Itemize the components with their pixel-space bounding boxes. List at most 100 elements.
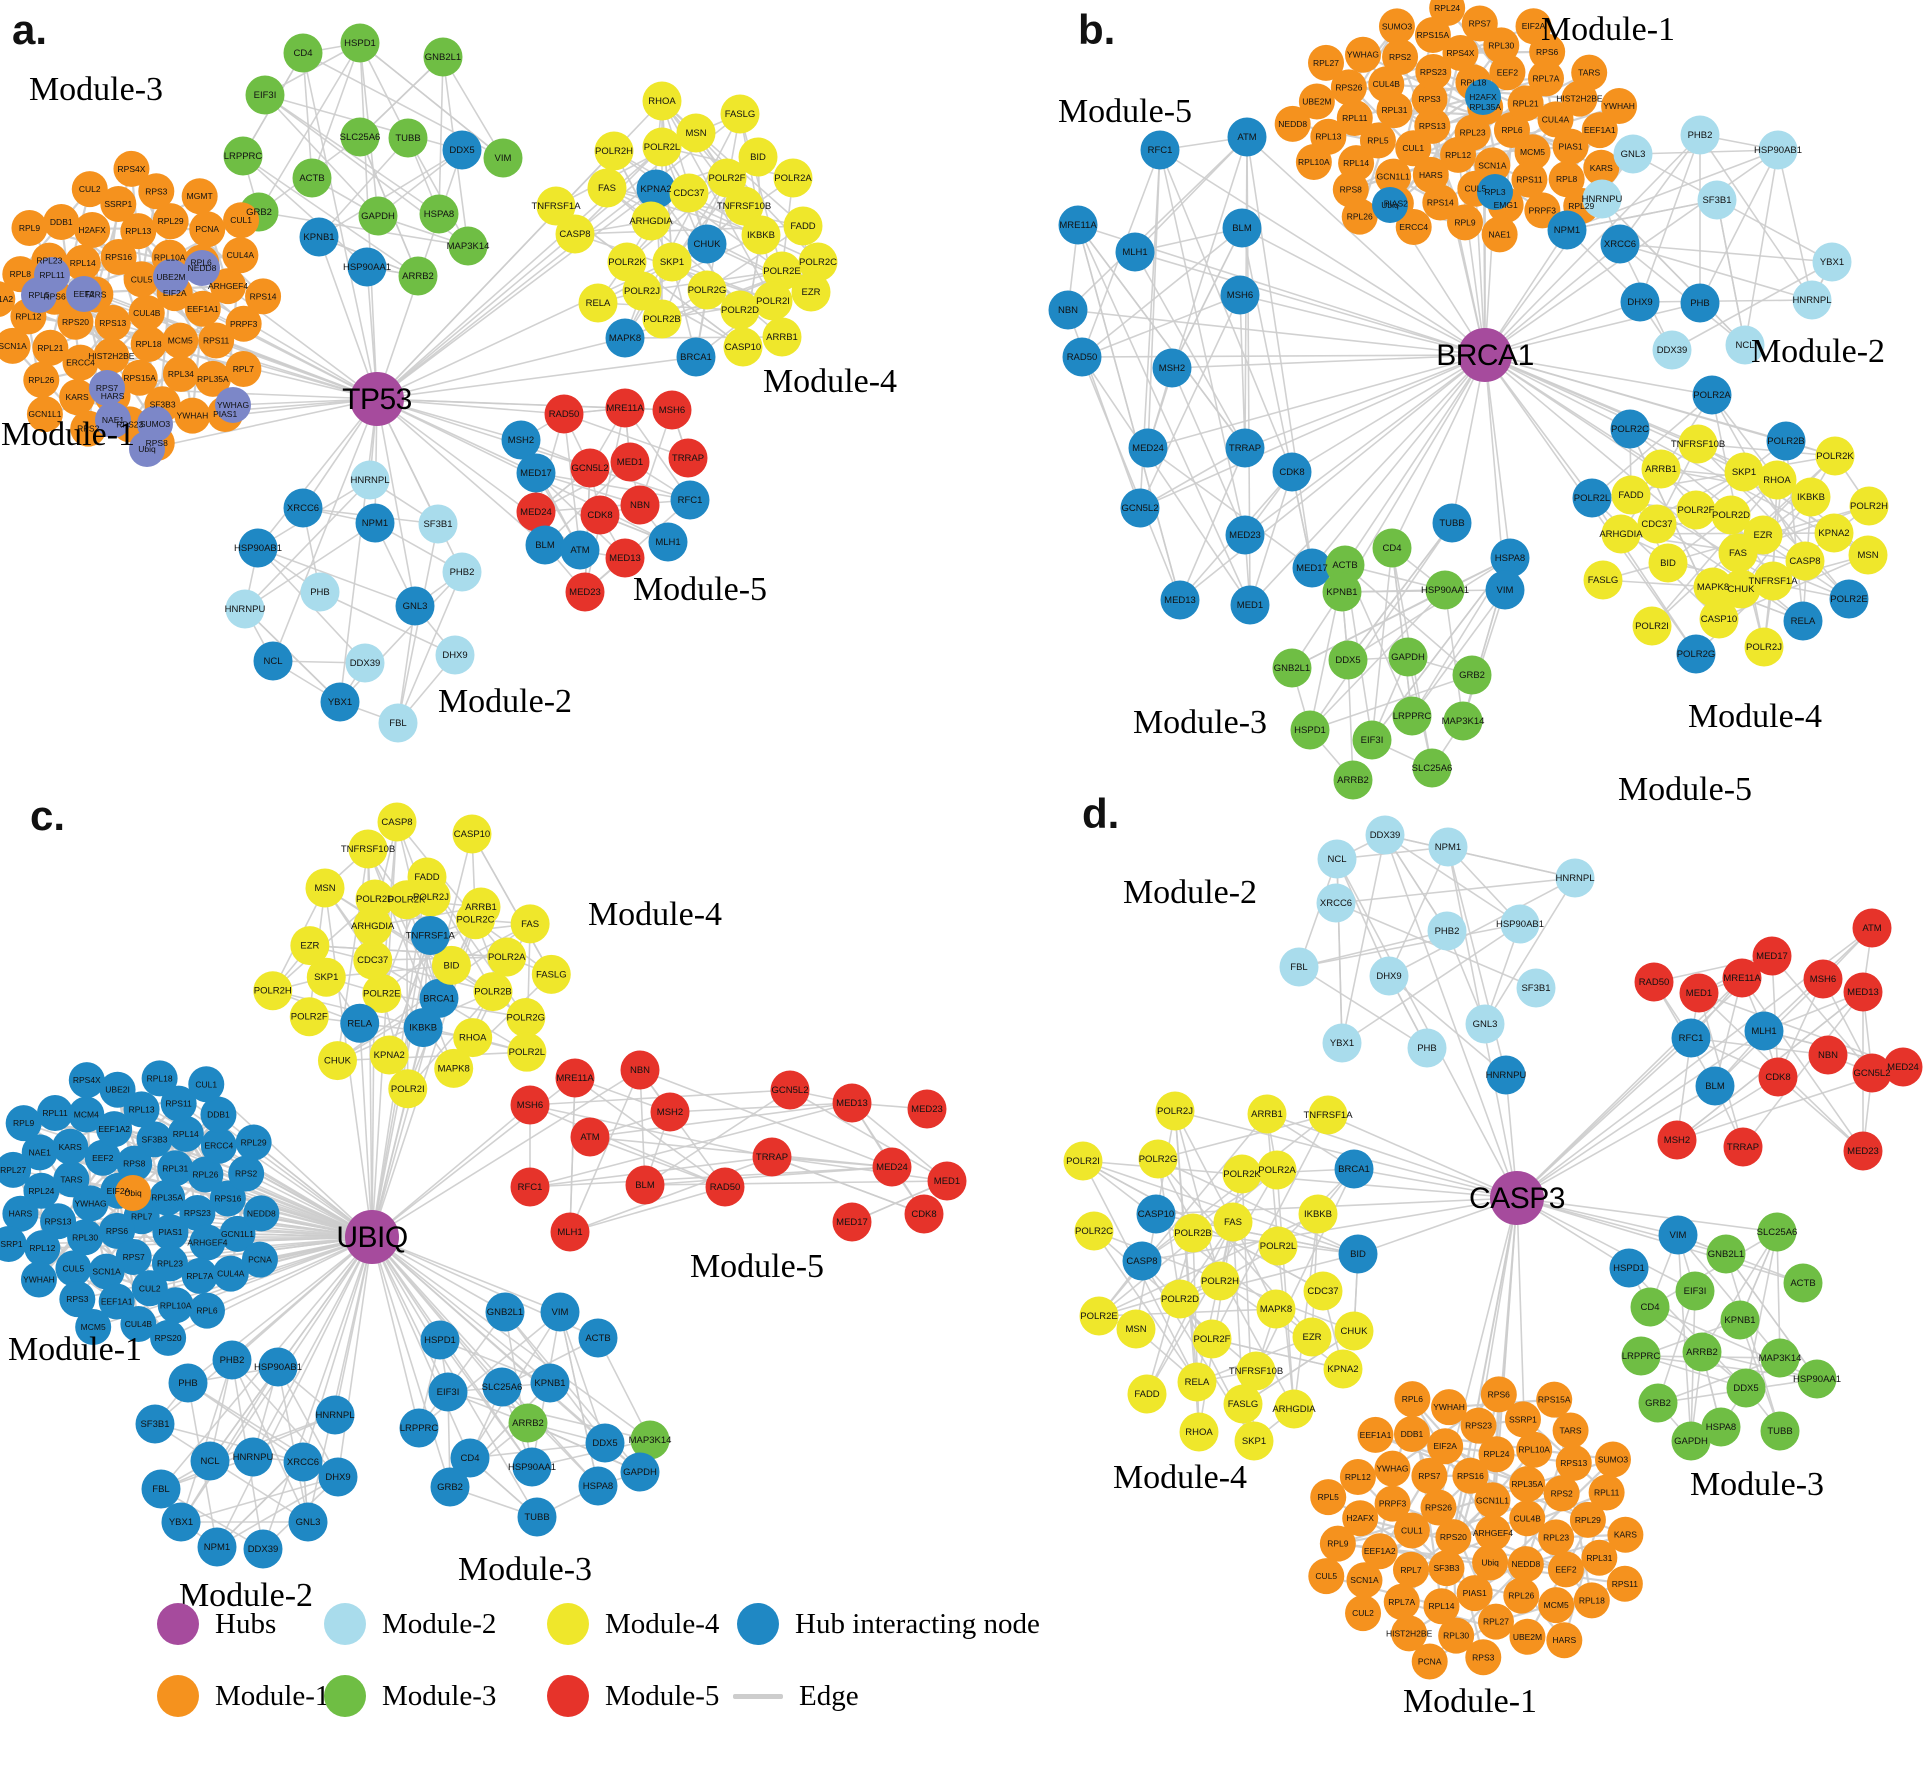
gene-label: SCN1A bbox=[1478, 160, 1507, 170]
gene-node bbox=[340, 117, 380, 157]
edge bbox=[1651, 479, 1778, 627]
gene-label: BLM bbox=[1705, 1081, 1725, 1092]
edge bbox=[1484, 354, 1631, 430]
gene-node bbox=[516, 492, 556, 532]
gene-label: HARS bbox=[101, 391, 125, 401]
gene-label: ATM bbox=[570, 545, 589, 556]
gene-label: MED17 bbox=[836, 1217, 868, 1228]
gene-label: BLM bbox=[535, 540, 555, 551]
gene-node bbox=[84, 1139, 121, 1176]
edge bbox=[1484, 354, 1713, 396]
gene-node bbox=[174, 397, 211, 434]
edge bbox=[257, 547, 416, 607]
gene-node bbox=[720, 94, 760, 134]
gene-label: GCN1L1 bbox=[1377, 172, 1410, 182]
gene-label: CASP10 bbox=[1138, 1209, 1174, 1220]
gene-node bbox=[75, 1308, 112, 1345]
gene-label: CASP8 bbox=[1789, 556, 1820, 567]
module-label: Module-2 bbox=[1123, 874, 1257, 911]
gene-label: RPL9 bbox=[1454, 217, 1476, 227]
edge bbox=[1516, 1197, 1679, 1236]
edge bbox=[1601, 198, 1746, 346]
edge bbox=[1384, 834, 1521, 925]
edge bbox=[1484, 302, 1701, 356]
gene-node bbox=[1548, 161, 1585, 198]
gene-label: POLR2D bbox=[1712, 510, 1750, 521]
edge bbox=[535, 472, 626, 559]
gene-label: POLR2C bbox=[1611, 424, 1649, 435]
gene-label: YWHAH bbox=[177, 411, 209, 421]
gene-label: EEF1A1 bbox=[1584, 125, 1616, 135]
gene-label: HSP90AA1 bbox=[1421, 585, 1469, 596]
gene-label: RPL30 bbox=[72, 1232, 98, 1242]
gene-label: MSH6 bbox=[517, 1100, 543, 1111]
edge bbox=[160, 1488, 264, 1550]
gene-label: RPL31 bbox=[1586, 1553, 1612, 1563]
gene-label: CDK8 bbox=[587, 510, 612, 521]
gene-label: FASLG bbox=[725, 109, 756, 120]
module-label: Module-4 bbox=[1688, 698, 1822, 735]
gene-label: MED24 bbox=[520, 507, 552, 518]
edge bbox=[1211, 1114, 1329, 1340]
gene-label: HSP90AB1 bbox=[234, 543, 282, 554]
gene-node bbox=[43, 204, 80, 241]
gene-label: CD4 bbox=[1640, 1302, 1659, 1313]
edge bbox=[1309, 522, 1453, 731]
edge bbox=[257, 398, 378, 549]
gene-node bbox=[26, 396, 63, 433]
edge bbox=[1067, 309, 1486, 356]
gene-node bbox=[904, 1194, 944, 1234]
gene-node bbox=[21, 277, 57, 313]
gene-node bbox=[1797, 1359, 1837, 1399]
gene-label: MED23 bbox=[1847, 1146, 1879, 1157]
gene-node bbox=[1452, 655, 1492, 695]
hub-label-BRCA1: BRCA1 bbox=[1436, 339, 1534, 372]
gene-node bbox=[1621, 1336, 1661, 1376]
gene-node bbox=[315, 1395, 355, 1435]
gene-label: RFC1 bbox=[678, 495, 703, 506]
gene-label: BRCA1 bbox=[680, 352, 712, 363]
gene-node bbox=[1323, 1349, 1363, 1389]
edge bbox=[180, 1366, 279, 1523]
gene-node bbox=[1883, 1047, 1923, 1087]
gene-label: POLR2A bbox=[774, 173, 812, 184]
gene-node bbox=[1272, 648, 1312, 688]
gene-label: RPS23 bbox=[1465, 1421, 1492, 1431]
gene-label: FASLG bbox=[1228, 1399, 1259, 1410]
gene-label: RPL9 bbox=[1327, 1539, 1349, 1549]
gene-node bbox=[181, 1257, 218, 1294]
gene-label: YBX1 bbox=[169, 1517, 193, 1528]
gene-node bbox=[1128, 428, 1168, 468]
gene-node bbox=[1120, 488, 1160, 528]
gene-label: FASLG bbox=[536, 969, 567, 980]
gene-node bbox=[1514, 134, 1551, 171]
gene-label: CUL2 bbox=[139, 1283, 161, 1293]
gene-label: FADD bbox=[790, 221, 815, 232]
gene-label: RPL27 bbox=[1483, 1617, 1509, 1627]
gene-label: RPL18 bbox=[136, 339, 162, 349]
gene-node bbox=[128, 294, 165, 331]
gene-node bbox=[1516, 1431, 1553, 1468]
edge bbox=[1081, 356, 1251, 606]
gene-label: CASP8 bbox=[559, 229, 590, 240]
edge bbox=[371, 1236, 420, 1429]
gene-label: SCN1A bbox=[92, 1267, 121, 1277]
gene-node bbox=[121, 359, 158, 396]
gene-node bbox=[66, 276, 102, 312]
gene-node bbox=[59, 379, 96, 416]
gene-label: RPL23 bbox=[1543, 1532, 1569, 1542]
gene-label: PRPF3 bbox=[1379, 1499, 1407, 1509]
gene-label: RAD50 bbox=[710, 1182, 741, 1193]
edge bbox=[180, 1476, 339, 1523]
gene-label: MLH1 bbox=[655, 537, 680, 548]
gene-label: RFC1 bbox=[518, 1182, 543, 1193]
edge bbox=[851, 1102, 948, 1182]
gene-label: RPL21 bbox=[1513, 98, 1539, 108]
gene-node bbox=[1632, 606, 1672, 646]
gene-node bbox=[1382, 39, 1419, 76]
gene-label: ACTB bbox=[1790, 1278, 1815, 1289]
gene-node bbox=[1465, 1004, 1505, 1044]
gene-label: MLH1 bbox=[557, 1227, 582, 1238]
gene-node bbox=[832, 1202, 872, 1242]
gene-label: KPNB1 bbox=[303, 232, 334, 243]
